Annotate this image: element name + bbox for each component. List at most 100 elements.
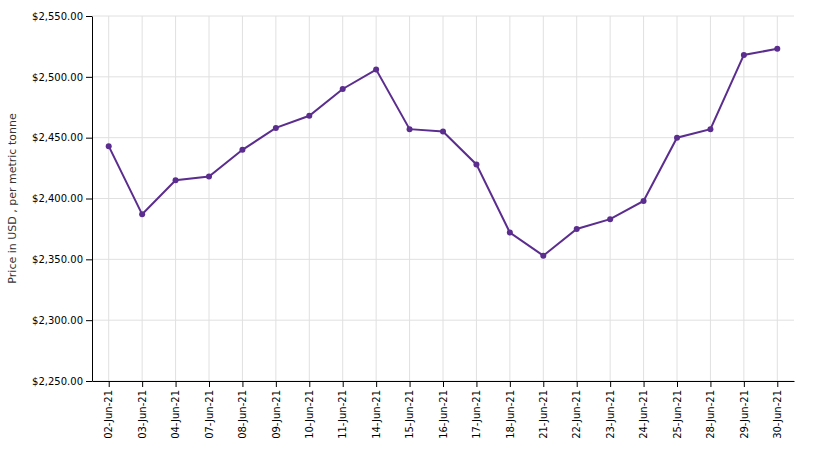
tick-label: $2,450.00 [32, 132, 83, 143]
tick-mark [86, 320, 92, 321]
tick: 17-Jun-21 [471, 381, 482, 439]
tick-label: 21-Jun-21 [538, 390, 549, 439]
tick: 03-Jun-21 [137, 381, 148, 439]
tick-mark [86, 138, 92, 139]
tick: 11-Jun-21 [337, 381, 348, 439]
y-axis: $2,250.00 $2,300.00 $2,350.00 $2,400.00 $2,4… [32, 11, 92, 387]
tick-mark [309, 381, 310, 387]
tick: 09-Jun-21 [271, 381, 282, 439]
grid-line [142, 16, 143, 381]
point [273, 125, 279, 131]
grid-line [342, 16, 343, 381]
tick: 10-Jun-21 [304, 381, 315, 439]
point [306, 113, 312, 119]
tick-mark [610, 381, 611, 387]
grid-line [543, 16, 544, 381]
point [239, 147, 245, 153]
grid-line [309, 16, 310, 381]
axis-line [92, 17, 93, 382]
line [109, 49, 778, 256]
y-axis-title: Price in USD , per metric tonne [6, 113, 19, 284]
tick-label: $2,400.00 [32, 193, 83, 204]
tick-label: $2,350.00 [32, 254, 83, 265]
tick: 02-Jun-21 [103, 381, 114, 439]
tick: 14-Jun-21 [371, 381, 382, 439]
tick-mark [86, 381, 92, 382]
grid-line [443, 16, 444, 381]
grid-line [777, 16, 778, 381]
grid-line [743, 16, 744, 381]
tick: 24-Jun-21 [638, 381, 649, 439]
tick-mark [209, 381, 210, 387]
point [540, 253, 546, 259]
tick: 08-Jun-21 [237, 381, 248, 439]
tick-mark [242, 381, 243, 387]
tick-mark [510, 381, 511, 387]
point [173, 177, 179, 183]
series [106, 46, 781, 259]
tick-mark [577, 381, 578, 387]
tick-mark [644, 381, 645, 387]
grid-line [610, 16, 611, 381]
tick-label: 23-Jun-21 [605, 390, 616, 439]
point [607, 216, 613, 222]
tick-mark [86, 16, 92, 17]
tick-mark [710, 381, 711, 387]
tick-label: 10-Jun-21 [304, 390, 315, 439]
grid-line [209, 16, 210, 381]
tick: 15-Jun-21 [404, 381, 415, 439]
tick: 07-Jun-21 [204, 381, 215, 439]
grid-line [108, 16, 109, 381]
point [440, 129, 446, 135]
tick-mark [142, 381, 143, 387]
point [340, 86, 346, 92]
tick-mark [276, 381, 277, 387]
tick-label: 11-Jun-21 [337, 390, 348, 439]
tick-label: 22-Jun-21 [571, 390, 582, 439]
tick: $2,300.00 [32, 315, 92, 326]
tick-label: 08-Jun-21 [237, 390, 248, 439]
tick: 23-Jun-21 [605, 381, 616, 439]
tick-label: 15-Jun-21 [404, 390, 415, 439]
tick-label: $2,250.00 [32, 376, 83, 387]
tick: 16-Jun-21 [438, 381, 449, 439]
tick-mark [677, 381, 678, 387]
grid-line [175, 16, 176, 381]
tick-mark [86, 77, 92, 78]
tick-label: 29-Jun-21 [739, 390, 750, 439]
tick-mark [86, 199, 92, 200]
tick: 30-Jun-21 [772, 381, 783, 439]
plot: 02-Jun-21 03-Jun-21 04-Jun-21 07-Jun-21 08-J… [32, 11, 794, 439]
tick: 25-Jun-21 [672, 381, 683, 439]
tick: $2,250.00 [32, 376, 92, 387]
tick-label: 04-Jun-21 [170, 390, 181, 439]
tick-mark [86, 259, 92, 260]
tick-mark [109, 381, 110, 387]
tick-mark [343, 381, 344, 387]
tick-label: 17-Jun-21 [471, 390, 482, 439]
tick-label: $2,500.00 [32, 72, 83, 83]
tick: 04-Jun-21 [170, 381, 181, 439]
grid-line [677, 16, 678, 381]
tick-mark [376, 381, 377, 387]
point [741, 52, 747, 58]
tick-mark [744, 381, 745, 387]
grid-line [409, 16, 410, 381]
chart: 02-Jun-21 03-Jun-21 04-Jun-21 07-Jun-21 08-J… [0, 0, 818, 453]
point [473, 161, 479, 167]
grid-line [242, 16, 243, 381]
tick-mark [777, 381, 778, 387]
tick: $2,350.00 [32, 254, 92, 265]
tick: 22-Jun-21 [571, 381, 582, 439]
tick: 21-Jun-21 [538, 381, 549, 439]
tick-label: $2,300.00 [32, 315, 83, 326]
tick: $2,450.00 [32, 132, 92, 143]
tick: $2,550.00 [32, 11, 92, 22]
point [641, 198, 647, 204]
tick-mark [443, 381, 444, 387]
tick-label: 28-Jun-21 [705, 390, 716, 439]
point [574, 226, 580, 232]
grid-line [576, 16, 577, 381]
point [674, 135, 680, 141]
grid-line [476, 16, 477, 381]
